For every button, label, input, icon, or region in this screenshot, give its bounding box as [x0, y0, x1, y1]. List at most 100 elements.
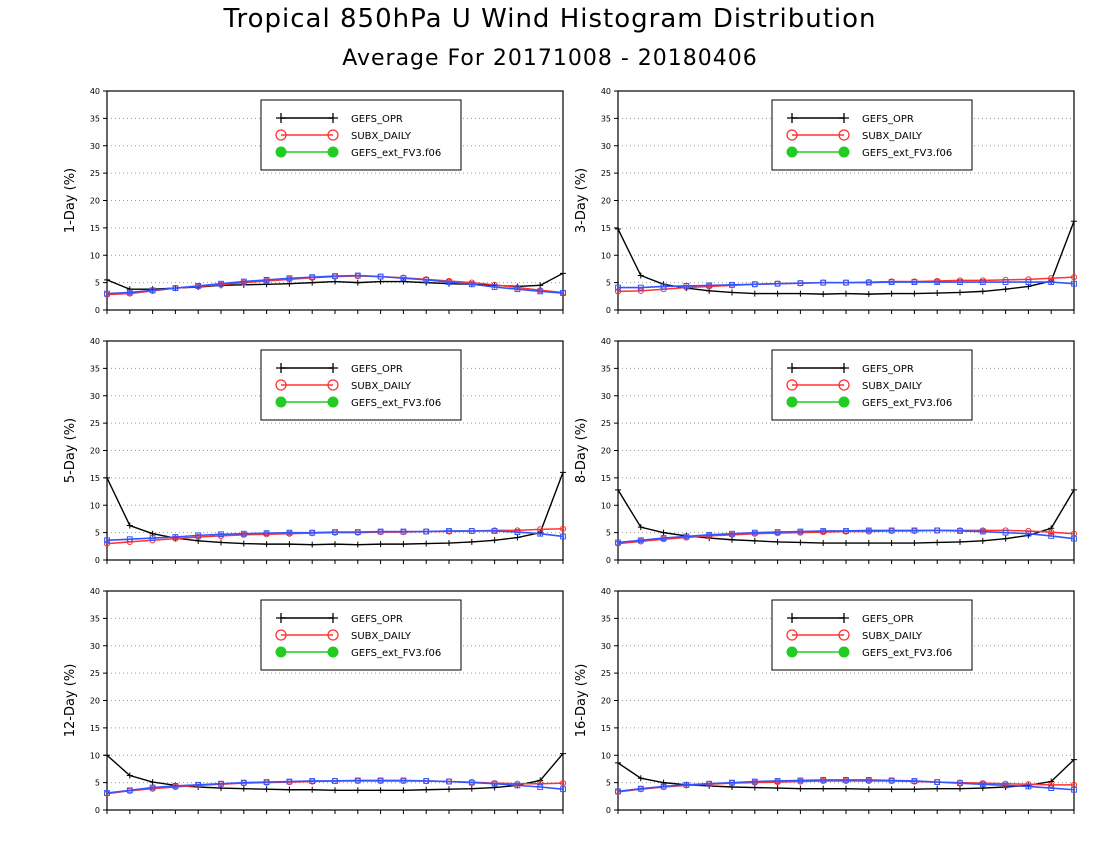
data-point: [104, 276, 110, 283]
legend-label: GEFS_ext_FV3.f06: [862, 148, 952, 159]
chart-panel-6: 0 5 10 15 20 25 30 35 40 16-Day (%) GEFS_OPR SUBX_D…: [574, 587, 1078, 815]
data-point: [637, 272, 644, 279]
data-point: [774, 538, 781, 545]
y-tick-label: 15: [90, 474, 100, 483]
legend-marker: [838, 129, 850, 141]
data-point: [751, 290, 758, 297]
y-tick-label: 40: [601, 587, 611, 596]
plot-frame: [617, 340, 1075, 561]
legend-marker: [275, 396, 287, 408]
y-tick-label: 5: [95, 279, 100, 288]
y-axis-label: 16-Day (%): [574, 664, 589, 738]
data-point: [332, 787, 338, 794]
y-tick-label: 30: [601, 392, 611, 401]
legend-label: GEFS_OPR: [862, 614, 914, 625]
y-tick-label: 30: [601, 142, 611, 151]
data-point: [1025, 783, 1032, 790]
data-point: [104, 537, 110, 544]
y-tick-label: 5: [95, 529, 100, 538]
data-point: [1070, 274, 1078, 281]
data-point: [1071, 786, 1077, 793]
legend-label: SUBX_DAILY: [351, 631, 412, 642]
legend-label: GEFS_ext_FV3.f06: [351, 398, 441, 409]
data-point: [240, 540, 247, 547]
data-point: [957, 538, 963, 545]
data-point: [614, 288, 622, 295]
y-tick-label: 0: [606, 556, 611, 565]
data-point: [446, 778, 452, 785]
data-point: [126, 289, 133, 296]
chart-panel-3: 0 5 10 15 20 25 30 35 40 5-Day (%) GEFS_OPR SUBX_DA…: [63, 337, 567, 565]
data-point: [1048, 533, 1055, 539]
legend-marker: [838, 379, 850, 391]
data-point: [843, 528, 849, 534]
y-tick-label: 0: [95, 556, 100, 565]
data-point: [934, 779, 941, 785]
data-point: [354, 787, 361, 794]
data-point: [377, 528, 384, 535]
data-point: [774, 785, 781, 792]
data-point: [957, 785, 963, 792]
data-point: [683, 533, 690, 540]
legend-label: GEFS_ext_FV3.f06: [862, 648, 952, 659]
data-point: [865, 786, 872, 793]
data-point: [537, 530, 544, 537]
y-tick-label: 25: [601, 169, 611, 178]
y-tick-label: 10: [90, 501, 100, 510]
data-point: [126, 536, 133, 543]
legend-marker: [275, 146, 287, 158]
data-point: [729, 779, 735, 786]
series-line: [106, 274, 564, 295]
legend: GEFS_OPR SUBX_DAILY GEFS_ext_FV3.f06: [771, 99, 973, 171]
data-point: [797, 785, 804, 792]
data-point: [423, 778, 430, 784]
legend-marker: [838, 629, 850, 641]
data-point: [423, 528, 430, 535]
data-point: [400, 528, 407, 535]
data-point: [559, 780, 567, 787]
y-tick-label: 20: [90, 447, 100, 456]
data-point: [309, 274, 316, 281]
legend-marker: [786, 629, 798, 641]
data-point: [751, 281, 758, 288]
series-GEFS_ext_FV3.f06: [615, 279, 1077, 291]
legend-marker: [327, 146, 339, 158]
data-point: [537, 784, 544, 790]
y-tick-label: 0: [606, 806, 611, 815]
data-point: [1048, 279, 1055, 285]
chart-panel-5: 0 5 10 15 20 25 30 35 40 12-Day (%) GEFS_OPR SUBX_D…: [63, 587, 567, 815]
data-point: [615, 486, 621, 493]
legend-label: SUBX_DAILY: [351, 381, 412, 392]
legend-marker: [327, 646, 339, 658]
figure-title: Tropical 850hPa U Wind Histogram Distrib…: [223, 4, 877, 34]
legend-marker: [327, 396, 339, 408]
data-point: [286, 529, 293, 536]
y-axis-label: 5-Day (%): [63, 418, 78, 483]
legend: GEFS_OPR SUBX_DAILY GEFS_ext_FV3.f06: [771, 599, 973, 671]
data-point: [957, 279, 963, 285]
y-tick-label: 40: [90, 87, 100, 96]
data-point: [911, 527, 918, 534]
data-point: [957, 289, 963, 296]
data-point: [560, 786, 566, 793]
data-point: [979, 781, 986, 788]
legend-marker: [328, 363, 338, 373]
data-point: [843, 785, 849, 792]
y-tick-label: 10: [90, 751, 100, 760]
data-point: [957, 528, 963, 534]
data-point: [637, 537, 644, 544]
data-point: [660, 783, 667, 790]
legend-marker: [275, 129, 287, 141]
data-point: [491, 537, 498, 544]
data-point: [979, 537, 986, 544]
y-tick-label: 35: [90, 114, 100, 123]
series-GEFS_ext_FV3.f06: [104, 272, 566, 297]
data-point: [911, 290, 918, 297]
y-tick-label: 10: [90, 251, 100, 260]
data-point: [683, 781, 690, 788]
chart-panel-4: 0 5 10 15 20 25 30 35 40 8-Day (%) GEFS_OPR SUBX_DA…: [574, 337, 1078, 565]
data-point: [683, 283, 690, 289]
chart-panel-2: 0 5 10 15 20 25 30 35 40 3-Day (%) GEFS_OPR SUBX_DA…: [574, 87, 1078, 315]
data-point: [309, 541, 316, 548]
data-point: [1048, 525, 1055, 532]
